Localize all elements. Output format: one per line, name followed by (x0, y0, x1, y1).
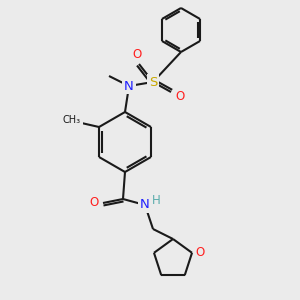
Text: O: O (195, 246, 205, 259)
Text: O: O (89, 196, 99, 209)
Text: S: S (149, 76, 157, 88)
Text: N: N (124, 80, 134, 92)
Text: O: O (176, 89, 184, 103)
Text: CH₃: CH₃ (63, 115, 81, 125)
Text: O: O (132, 47, 142, 61)
Text: H: H (152, 194, 160, 206)
Text: N: N (140, 199, 150, 212)
